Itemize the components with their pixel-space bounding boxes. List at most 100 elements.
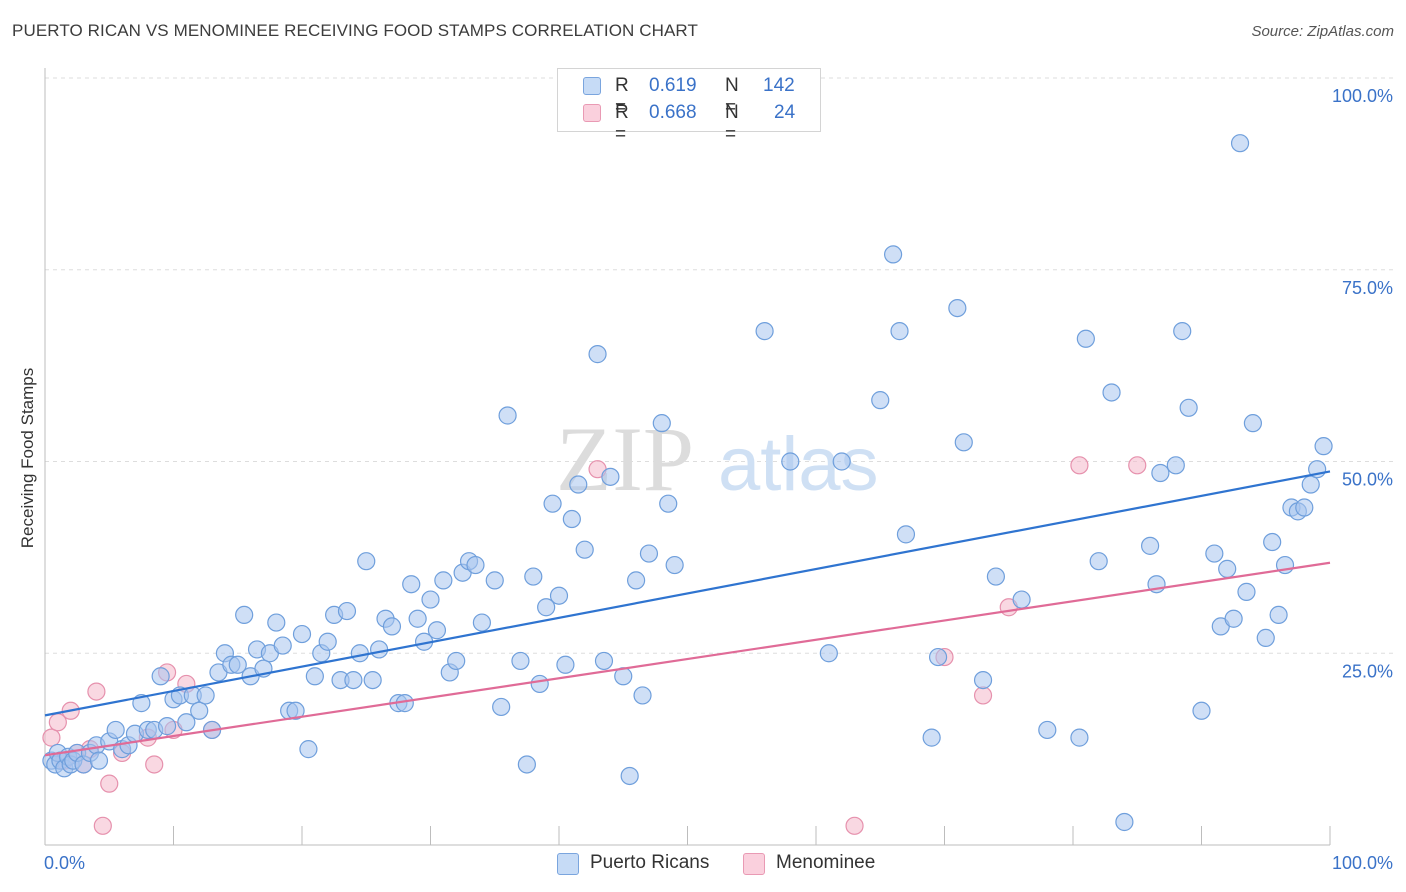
- puerto-rican-point: [575, 540, 594, 559]
- puerto-rican-point: [639, 544, 659, 563]
- y-tick-label: 100.0%: [1332, 86, 1393, 106]
- puerto-rican-point: [89, 751, 109, 770]
- puerto-rican-point: [1243, 414, 1263, 433]
- x-tick-label: 0.0%: [44, 853, 85, 873]
- puerto-rican-point: [620, 766, 639, 786]
- menominee-point: [100, 774, 119, 793]
- puerto-rican-point: [1102, 383, 1121, 402]
- puerto-rican-point: [1192, 701, 1211, 720]
- puerto-rican-point: [511, 651, 530, 671]
- puerto-rican-point: [337, 601, 357, 621]
- legend-n-label: N =: [725, 102, 739, 145]
- menominee-point: [1128, 456, 1147, 475]
- watermark-zip: ZIP: [556, 408, 694, 510]
- axis-layer: [44, 68, 1331, 846]
- puerto-rican-point: [357, 552, 376, 571]
- puerto-rican-point: [1301, 475, 1320, 494]
- puerto-rican-point: [1230, 134, 1250, 153]
- puerto-rican-point: [292, 624, 312, 644]
- puerto-rican-point: [498, 406, 517, 425]
- puerto-rican-point: [472, 613, 491, 632]
- puerto-rican-point: [485, 571, 504, 590]
- puerto-rican-point: [1070, 728, 1089, 747]
- puerto-rican-point: [665, 555, 684, 575]
- puerto-rican-point: [1076, 329, 1095, 348]
- puerto-rican-point: [594, 651, 614, 671]
- puerto-rican-point: [427, 621, 447, 640]
- puerto-rican-point: [157, 717, 177, 736]
- puerto-rican-point: [286, 701, 305, 720]
- menominee-point: [145, 755, 164, 774]
- menominee-trend-line: [44, 561, 1331, 757]
- puerto-rican-point: [382, 617, 402, 636]
- puerto-rican-point: [543, 494, 562, 513]
- puerto-rican-point: [1166, 456, 1185, 475]
- puerto-rican-point: [408, 609, 427, 628]
- y-tick-label: 75.0%: [1342, 278, 1393, 298]
- menominee-point: [845, 816, 864, 835]
- puerto-rican-point: [517, 755, 536, 774]
- legend-n-label: N =: [725, 75, 739, 118]
- puerto-rican-points: [42, 134, 1333, 832]
- legend-r-label: R =: [615, 102, 629, 145]
- puerto-rican-point: [890, 322, 909, 341]
- puerto-rican-point: [819, 644, 838, 663]
- tick-labels: 25.0% 50.0% 75.0% 100.0% 0.0% 100.0%: [44, 86, 1393, 873]
- puerto-rican-point: [1269, 605, 1288, 625]
- puerto-rican-point: [151, 667, 170, 686]
- puerto-rican-point: [190, 701, 209, 720]
- puerto-rican-point: [402, 575, 421, 594]
- puerto-rican-point: [633, 686, 652, 705]
- puerto-rican-point: [1256, 628, 1275, 648]
- puerto-rican-point: [235, 605, 254, 625]
- puerto-rican-point: [1218, 559, 1237, 578]
- grid-layer: [45, 77, 1393, 654]
- y-tick-label: 25.0%: [1342, 661, 1393, 681]
- puerto-rican-point: [883, 245, 903, 264]
- puerto-rican-point: [1089, 552, 1108, 571]
- puerto-rican-point: [954, 433, 973, 452]
- puerto-rican-point: [562, 509, 581, 529]
- legend-swatch-pink: [583, 104, 601, 122]
- puerto-rican-point: [781, 452, 800, 471]
- puerto-rican-point: [1237, 582, 1256, 601]
- chart-title: PUERTO RICAN VS MENOMINEE RECEIVING FOOD…: [12, 21, 698, 40]
- puerto-rican-point: [1224, 609, 1243, 628]
- puerto-rican-point: [896, 525, 916, 544]
- puerto-rican-point: [1295, 498, 1314, 517]
- legend-r-label: R =: [615, 75, 629, 118]
- legend-swatch-blue: [583, 77, 601, 95]
- puerto-rican-point: [569, 475, 588, 494]
- menominee-points: [42, 456, 1147, 835]
- puerto-rican-point: [556, 655, 575, 674]
- puerto-rican-point: [530, 674, 549, 694]
- puerto-rican-point: [273, 636, 292, 655]
- puerto-rican-point: [973, 670, 993, 690]
- correlation-legend: R = 0.619 N = 142 R = 0.668 N = 24: [557, 68, 821, 145]
- puerto-rican-point: [196, 686, 215, 705]
- puerto-rican-point: [370, 640, 389, 659]
- puerto-rican-point: [267, 613, 286, 632]
- puerto-rican-point: [871, 391, 890, 410]
- legend-r-value: 0.668: [649, 102, 697, 123]
- menominee-point: [87, 682, 106, 701]
- puerto-rican-point: [1314, 437, 1333, 456]
- puerto-rican-point: [350, 644, 369, 663]
- menominee-point: [1070, 456, 1089, 475]
- bottom-legend-label: Menominee: [776, 852, 876, 873]
- puerto-rican-point: [318, 632, 337, 651]
- puerto-rican-point: [447, 651, 466, 671]
- puerto-rican-point: [832, 452, 851, 471]
- puerto-rican-point: [922, 728, 941, 747]
- puerto-rican-point: [1205, 544, 1224, 563]
- puerto-rican-point: [1012, 590, 1031, 609]
- puerto-rican-point: [524, 567, 543, 586]
- puerto-rican-point: [177, 713, 196, 732]
- puerto-rican-point: [421, 590, 440, 609]
- puerto-rican-point: [1038, 720, 1057, 740]
- y-tick-label: 50.0%: [1342, 470, 1393, 490]
- trend-lines: [44, 470, 1331, 757]
- menominee-point: [973, 686, 993, 705]
- puerto-rican-point: [537, 598, 556, 617]
